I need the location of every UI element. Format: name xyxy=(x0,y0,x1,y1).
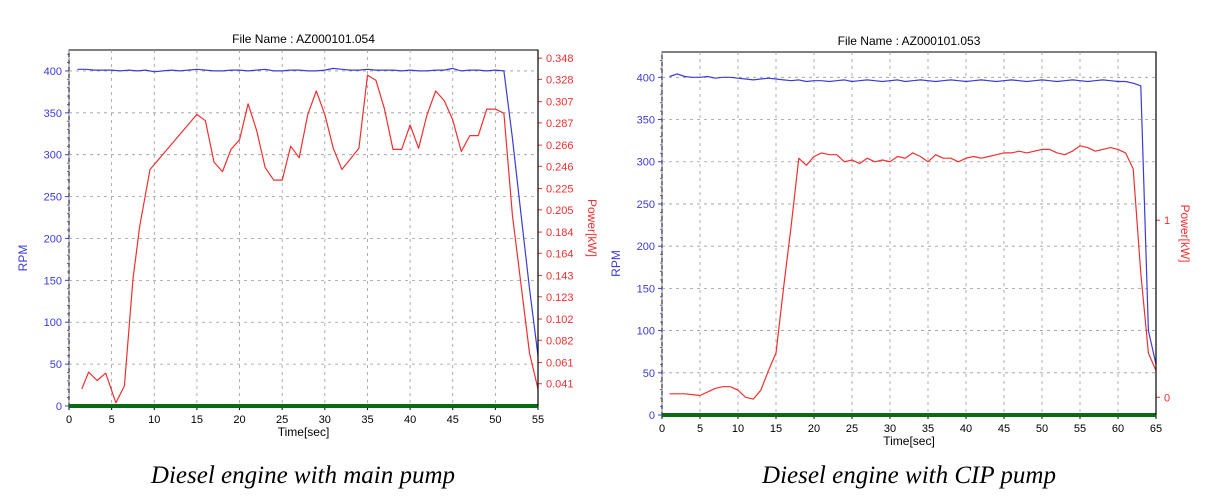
x-tick-label: 0 xyxy=(66,414,72,426)
y-right-tick-label: 0.082 xyxy=(546,335,574,347)
x-axis-label: Time[sec] xyxy=(883,434,935,448)
y-left-tick-label: 300 xyxy=(44,150,62,162)
y-left-tick-label: 350 xyxy=(44,108,62,120)
y-right-tick-label: 0 xyxy=(1164,392,1170,404)
x-tick-label: 45 xyxy=(447,414,459,426)
power-series-line xyxy=(81,74,539,404)
y-right-axis-label: Power[kW] xyxy=(585,199,599,257)
x-tick-label: 45 xyxy=(998,423,1010,435)
x-tick-label: 15 xyxy=(191,414,203,426)
x-tick-label: 25 xyxy=(276,414,288,426)
chart-main-pump: 0 5 10 15 20 25 30 35 40 45 50 55 0 50 100 150 200 250 300… xyxy=(16,32,599,439)
y-right-tick-label: 0.184 xyxy=(546,227,574,239)
y-right-tick-label: 0.123 xyxy=(546,292,574,304)
x-tick-label: 25 xyxy=(846,423,858,435)
chart-title: File Name : AZ000101.054 xyxy=(232,32,375,46)
y-left-tick-label: 0 xyxy=(649,410,655,422)
y-left-tick-label: 350 xyxy=(637,115,655,127)
y-right-tick-label: 0.143 xyxy=(546,271,574,283)
x-tick-label: 0 xyxy=(659,423,665,435)
y-left-tick-label: 50 xyxy=(643,368,655,380)
x-tick-label: 55 xyxy=(532,414,544,426)
x-tick-label: 20 xyxy=(233,414,245,426)
y-right-tick-label: 0.102 xyxy=(546,314,574,326)
x-tick-label: 55 xyxy=(1074,423,1086,435)
x-tick-label: 10 xyxy=(148,414,160,426)
y-right-tick-label: 0.061 xyxy=(546,358,574,370)
x-tick-label: 50 xyxy=(489,414,501,426)
x-tick-label: 40 xyxy=(960,423,972,435)
y-left-tick-label: 400 xyxy=(44,66,62,78)
x-tick-label: 15 xyxy=(770,423,782,435)
y-left-tick-label: 150 xyxy=(637,283,655,295)
chart-panel-cip-pump: 0 5 10 15 20 25 30 35 40 45 50 55 60 65 0 50 100 150 200 25… xyxy=(606,0,1212,500)
x-tick-label: 40 xyxy=(404,414,416,426)
x-tick-label: 35 xyxy=(922,423,934,435)
x-tick-label: 5 xyxy=(109,414,115,426)
y-left-tick-label: 150 xyxy=(44,275,62,287)
chart-title: File Name : AZ000101.053 xyxy=(838,34,981,48)
x-tick-label: 60 xyxy=(1112,423,1124,435)
x-axis-label: Time[sec] xyxy=(278,425,330,439)
chart-panel-main-pump: 0 5 10 15 20 25 30 35 40 45 50 55 0 50 100 150 200 250 300… xyxy=(16,32,599,489)
y-right-tick-label: 0.041 xyxy=(546,379,574,391)
x-tick-label: 10 xyxy=(732,423,744,435)
y-right-tick-label: 0.287 xyxy=(546,118,574,130)
caption-main-pump: Diesel engine with main pump xyxy=(150,462,456,489)
y-left-axis-label: RPM xyxy=(609,250,623,277)
y-left-axis-label: RPM xyxy=(16,245,30,272)
y-left-tick-label: 200 xyxy=(44,233,62,245)
y-right-tick-label: 0.266 xyxy=(546,140,574,152)
caption-cip-pump: Diesel engine with CIP pump xyxy=(762,462,1056,489)
plot-area xyxy=(661,51,1157,416)
y-left-tick-label: 250 xyxy=(44,192,62,204)
x-tick-label: 20 xyxy=(808,423,820,435)
y-left-tick-label: 0 xyxy=(56,401,62,413)
y-left-tick-label: 300 xyxy=(637,157,655,169)
y-right-tick-label: 0.225 xyxy=(546,184,574,196)
plot-area xyxy=(68,49,539,407)
x-tick-label: 35 xyxy=(361,414,373,426)
x-tick-label: 65 xyxy=(1150,423,1162,435)
y-right-tick-label: 0.307 xyxy=(546,97,574,109)
y-left-tick-label: 100 xyxy=(637,326,655,338)
chart-cip-pump: 0 5 10 15 20 25 30 35 40 45 50 55 60 6505010015020025… xyxy=(609,34,1192,448)
rpm-series-line xyxy=(77,67,539,356)
y-right-tick-label: 0.348 xyxy=(546,53,574,65)
power-series-line xyxy=(669,145,1157,400)
y-right-tick-label: 0.205 xyxy=(546,205,574,217)
y-right-axis-label: Power[kW] xyxy=(1178,204,1192,262)
y-right-tick-label: 1 xyxy=(1164,215,1170,227)
y-right-tick-label: 0.328 xyxy=(546,74,574,86)
y-left-tick-label: 100 xyxy=(44,317,62,329)
y-left-tick-label: 400 xyxy=(637,72,655,84)
rpm-series-line xyxy=(669,73,1157,365)
y-right-tick-label: 0.164 xyxy=(546,248,574,260)
x-tick-label: 5 xyxy=(697,423,703,435)
x-tick-label: 30 xyxy=(884,423,896,435)
y-left-tick-label: 50 xyxy=(50,359,62,371)
x-tick-label: 50 xyxy=(1036,423,1048,435)
x-tick-label: 30 xyxy=(319,414,331,426)
y-right-tick-label: 0.246 xyxy=(546,161,574,173)
y-left-tick-label: 250 xyxy=(637,199,655,211)
y-left-tick-label: 200 xyxy=(637,241,655,253)
